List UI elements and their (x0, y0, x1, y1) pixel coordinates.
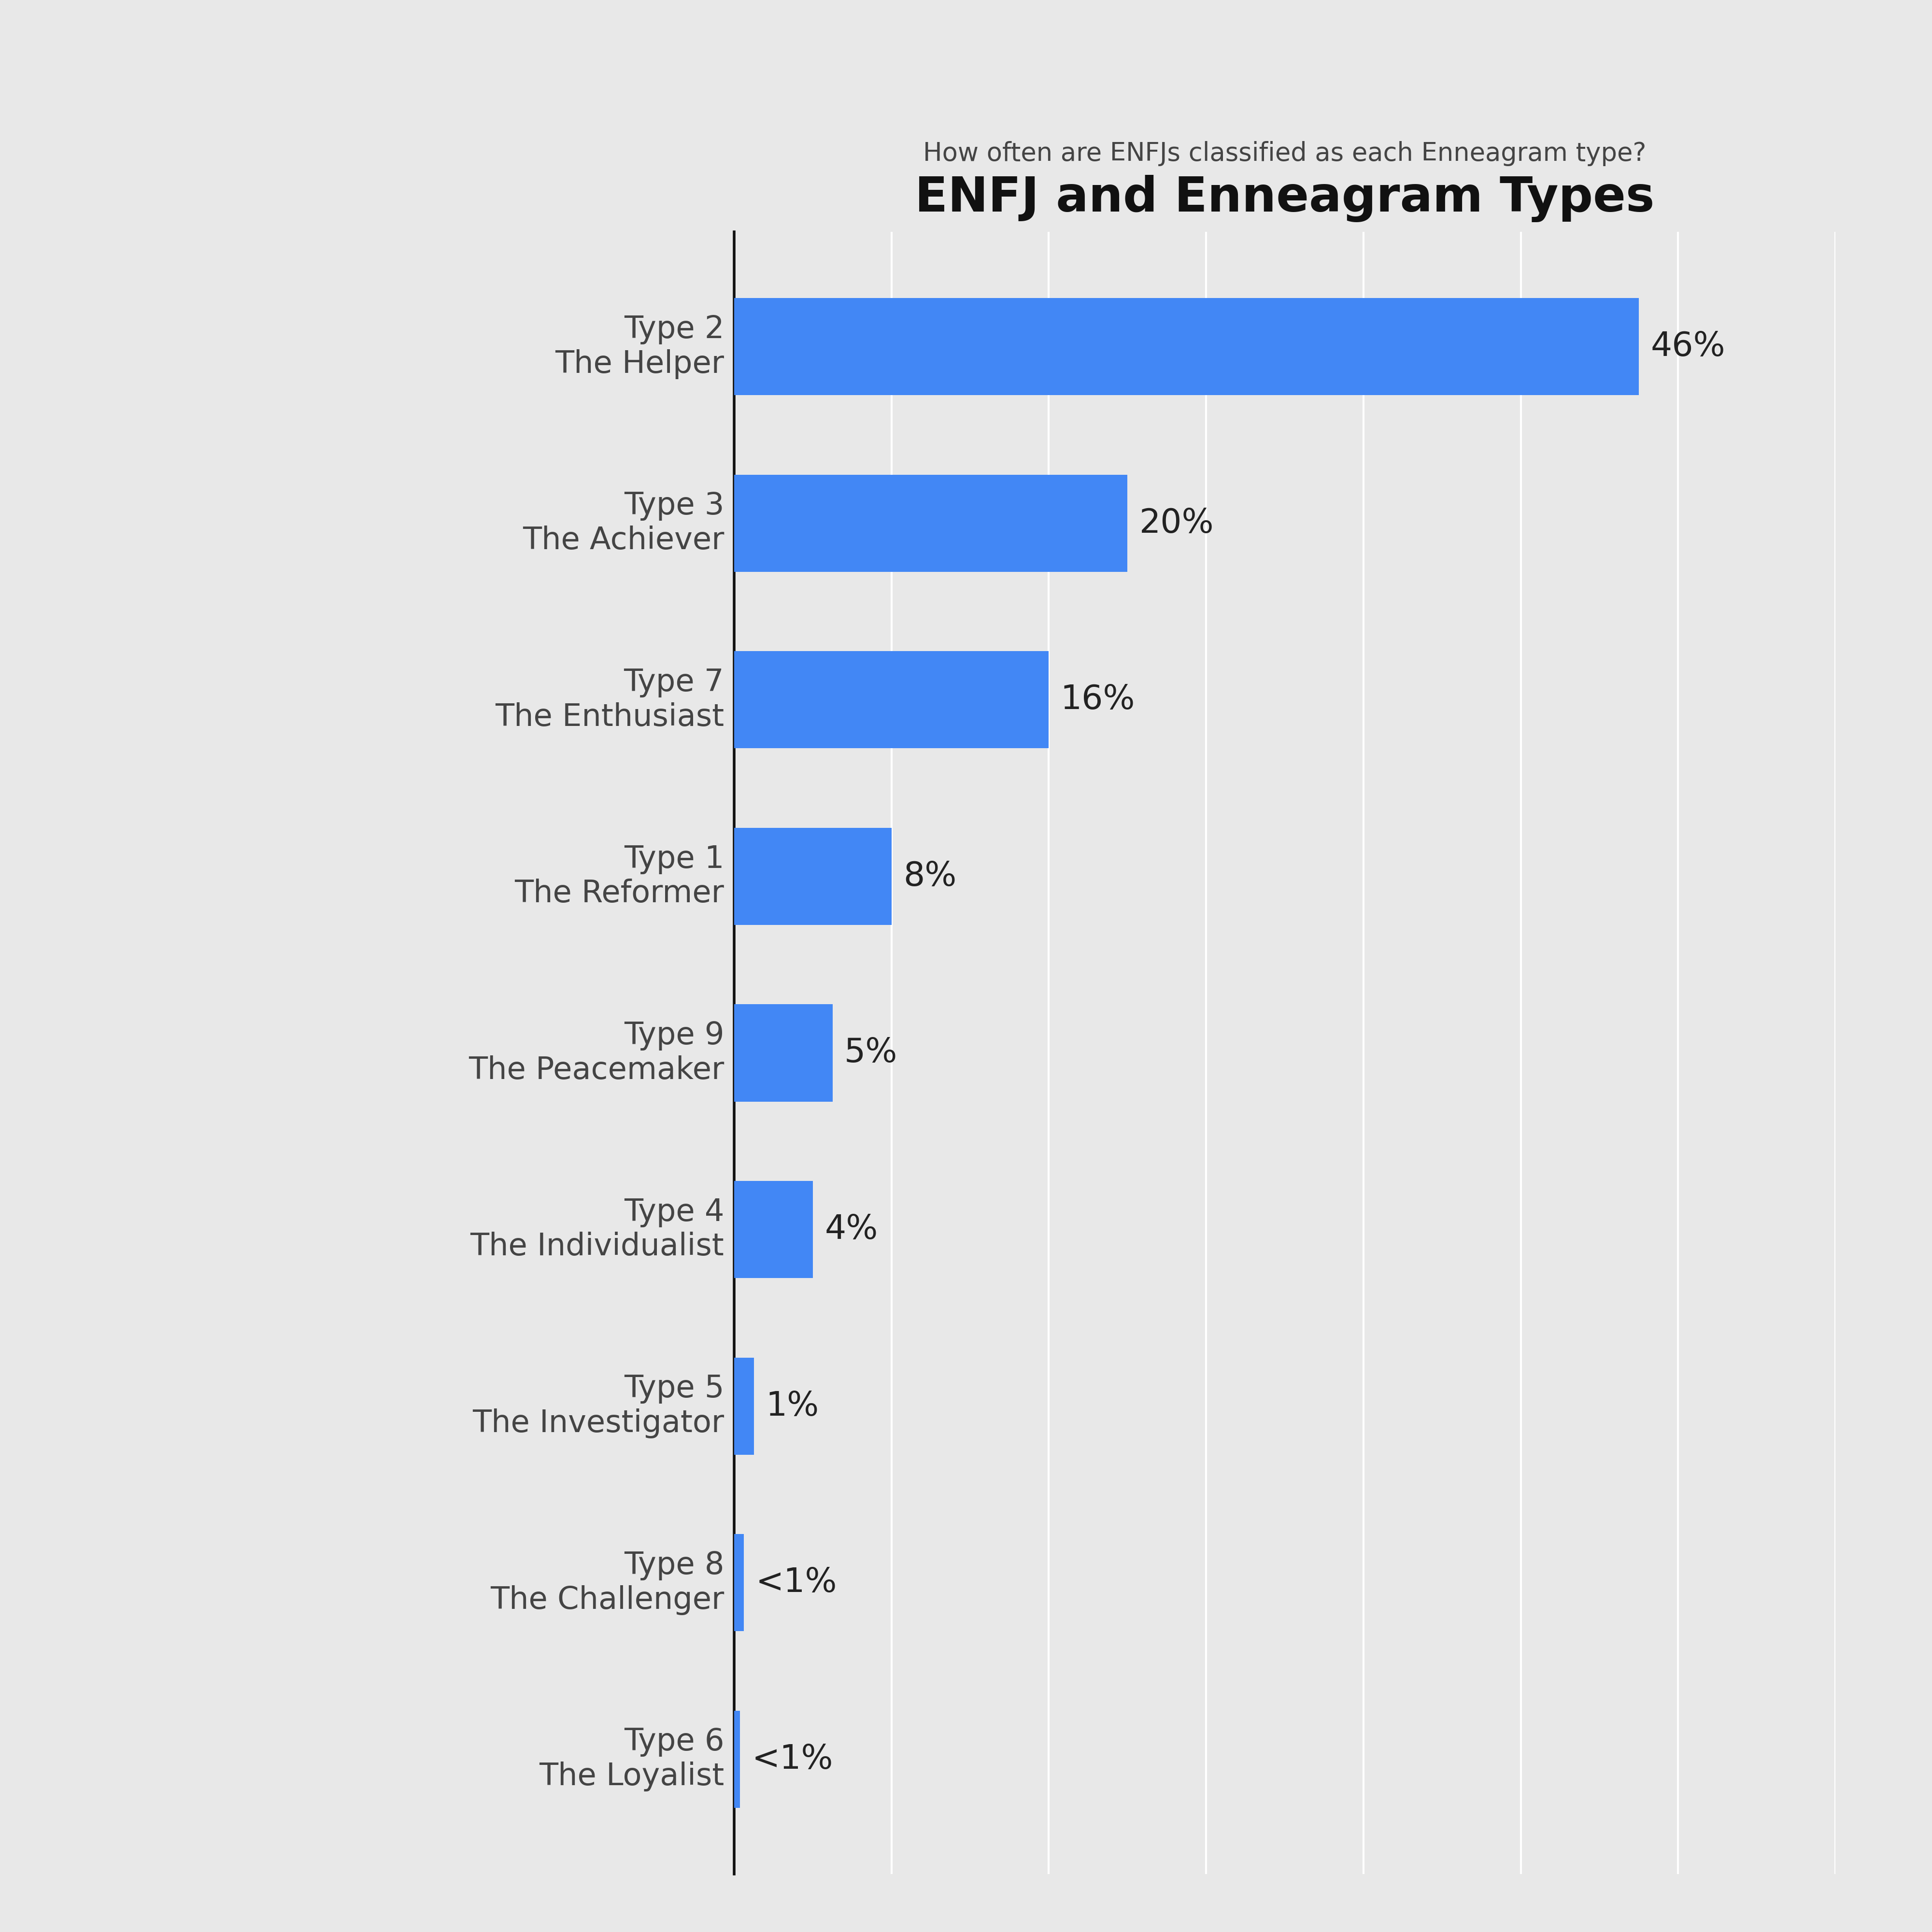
Text: 4%: 4% (825, 1213, 877, 1246)
Text: 16%: 16% (1061, 684, 1136, 717)
Bar (734, 1180, 813, 1279)
Bar (734, 475, 1128, 572)
Text: How often are ENFJs classified as each Enneagram type?: How often are ENFJs classified as each E… (923, 141, 1646, 166)
Bar (734, 827, 891, 925)
Bar (734, 298, 1638, 396)
Bar (734, 651, 1049, 748)
Text: <1%: <1% (752, 1743, 833, 1776)
Title: ENFJ and Enneagram Types: ENFJ and Enneagram Types (916, 176, 1654, 222)
Bar (734, 1005, 833, 1101)
Bar (734, 1358, 753, 1455)
Text: 8%: 8% (904, 860, 956, 893)
Text: 5%: 5% (844, 1037, 898, 1068)
Text: 46%: 46% (1650, 330, 1725, 363)
Bar (734, 1534, 744, 1631)
Text: 20%: 20% (1140, 506, 1213, 539)
Text: 1%: 1% (765, 1389, 819, 1422)
Bar (734, 1710, 740, 1808)
Text: <1%: <1% (755, 1567, 837, 1600)
